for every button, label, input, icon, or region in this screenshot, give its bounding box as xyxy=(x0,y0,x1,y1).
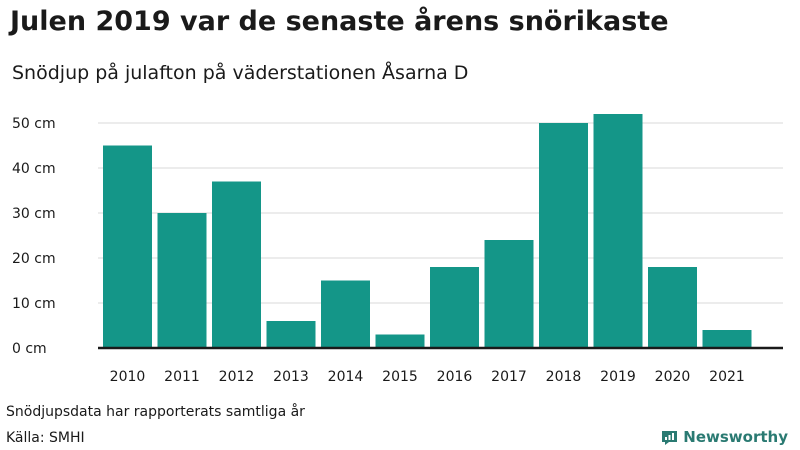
chart-title: Julen 2019 var de senaste årens snörikas… xyxy=(10,6,669,37)
x-tick-label: 2013 xyxy=(273,369,309,385)
x-tick-label: 2017 xyxy=(491,369,527,385)
source-note: Källa: SMHI xyxy=(6,430,85,446)
bar-2019 xyxy=(593,114,643,348)
x-tick-label: 2019 xyxy=(600,369,636,385)
newsworthy-logo-icon xyxy=(662,430,678,445)
x-tick-label: 2018 xyxy=(546,369,582,385)
bar-2011 xyxy=(157,213,207,348)
bar-2013 xyxy=(266,321,316,348)
y-tick-label: 50 cm xyxy=(12,116,56,132)
y-tick-label: 30 cm xyxy=(12,206,56,222)
bar-2020 xyxy=(648,267,697,348)
x-tick-label: 2011 xyxy=(164,369,200,385)
bar-2021 xyxy=(702,330,752,348)
bar-2015 xyxy=(375,334,425,348)
brand-name: Newsworthy xyxy=(683,428,788,446)
y-tick-label: 20 cm xyxy=(12,251,56,267)
chart-subtitle: Snödjup på julafton på väderstationen Ås… xyxy=(12,62,469,84)
bar-2017 xyxy=(484,240,534,348)
brand-logo[interactable]: Newsworthy xyxy=(661,428,788,446)
y-tick-label: 40 cm xyxy=(12,161,56,177)
footnote: Snödjupsdata har rapporterats samtliga å… xyxy=(6,404,305,420)
bar-2018 xyxy=(539,123,588,348)
bar-2012 xyxy=(212,181,261,348)
x-tick-label: 2015 xyxy=(382,369,418,385)
bar-2010 xyxy=(103,145,152,348)
x-axis-ticks: 2010 2011 2012 2013 2014 2015 2016 2017 2018 2019… xyxy=(110,369,745,385)
x-tick-label: 2010 xyxy=(110,369,146,385)
x-tick-label: 2012 xyxy=(219,369,255,385)
y-axis-ticks: 0 cm 10 cm 20 cm 30 cm 40 cm 50 cm xyxy=(12,116,56,357)
y-tick-label: 10 cm xyxy=(12,296,56,312)
bars xyxy=(103,114,752,348)
x-tick-label: 2020 xyxy=(655,369,691,385)
x-tick-label: 2016 xyxy=(437,369,473,385)
bar-2014 xyxy=(321,280,370,348)
y-tick-label: 0 cm xyxy=(12,341,47,357)
x-tick-label: 2021 xyxy=(709,369,745,385)
x-tick-label: 2014 xyxy=(328,369,364,385)
bar-2016 xyxy=(430,267,479,348)
